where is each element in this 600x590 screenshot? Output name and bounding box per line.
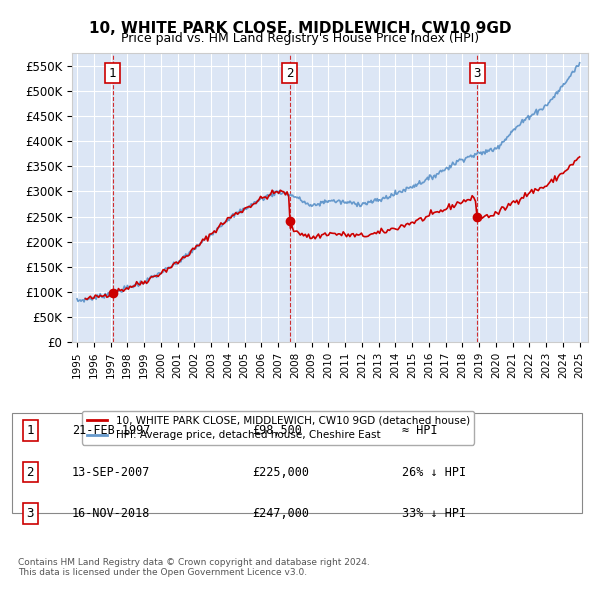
Text: ≈ HPI: ≈ HPI: [402, 424, 437, 437]
Legend: 10, WHITE PARK CLOSE, MIDDLEWICH, CW10 9GD (detached house), HPI: Average price,: 10, WHITE PARK CLOSE, MIDDLEWICH, CW10 9…: [82, 411, 474, 444]
Text: 2: 2: [26, 466, 34, 478]
Text: 21-FEB-1997: 21-FEB-1997: [72, 424, 151, 437]
Text: 33% ↓ HPI: 33% ↓ HPI: [402, 507, 466, 520]
Text: 13-SEP-2007: 13-SEP-2007: [72, 466, 151, 478]
Text: 3: 3: [26, 507, 34, 520]
Text: £98,500: £98,500: [252, 424, 302, 437]
Text: 2: 2: [286, 67, 294, 80]
Text: Contains HM Land Registry data © Crown copyright and database right 2024.
This d: Contains HM Land Registry data © Crown c…: [18, 558, 370, 577]
Text: 10, WHITE PARK CLOSE, MIDDLEWICH, CW10 9GD: 10, WHITE PARK CLOSE, MIDDLEWICH, CW10 9…: [89, 21, 511, 35]
Text: £247,000: £247,000: [252, 507, 309, 520]
Text: 3: 3: [473, 67, 481, 80]
Text: Price paid vs. HM Land Registry's House Price Index (HPI): Price paid vs. HM Land Registry's House …: [121, 32, 479, 45]
Text: 26% ↓ HPI: 26% ↓ HPI: [402, 466, 466, 478]
Text: 1: 1: [109, 67, 116, 80]
Text: 1: 1: [26, 424, 34, 437]
Text: £225,000: £225,000: [252, 466, 309, 478]
Text: 16-NOV-2018: 16-NOV-2018: [72, 507, 151, 520]
